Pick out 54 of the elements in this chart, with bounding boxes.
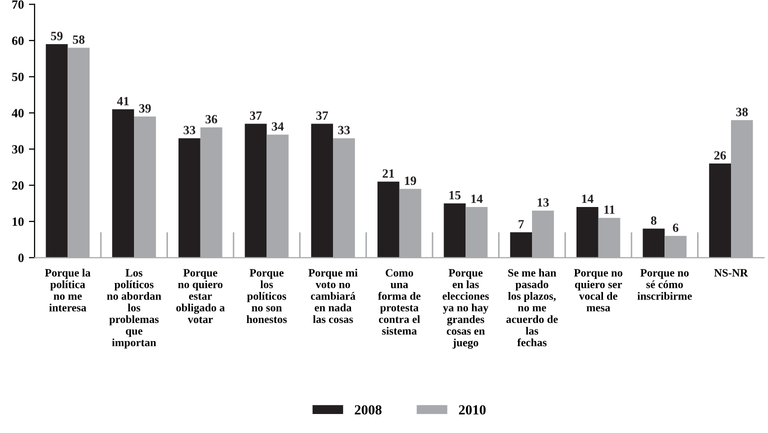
y-tick-label: 70 [12, 0, 24, 9]
data-label: 33 [184, 126, 196, 134]
x-tick-label: Porque no quiero estar obligado a votar [176, 269, 225, 324]
data-label: 14 [471, 194, 483, 203]
data-label: 39 [139, 104, 151, 113]
y-tick-label: 60 [12, 36, 24, 45]
x-tick-label: Porque los políticos no son honestos [246, 269, 287, 324]
bar [510, 232, 532, 258]
data-label: 21 [382, 169, 394, 178]
data-label: 37 [250, 111, 262, 120]
bar [709, 164, 731, 258]
data-label: 41 [117, 96, 129, 106]
data-label: 19 [405, 176, 416, 185]
data-label: 7 [518, 220, 524, 228]
y-tick-label: 50 [12, 72, 24, 82]
bar [642, 228, 665, 258]
x-tick-label: Los políticos no abordan los problemas que importan [107, 269, 162, 349]
y-tick-label: 20 [12, 181, 24, 190]
y-tick-label: 10 [12, 217, 24, 226]
bar [178, 138, 200, 258]
bar [377, 182, 400, 258]
x-tick-label: Porque en las elecciones ya no hay grandes cosas en juego [442, 269, 489, 349]
data-label: 26 [714, 151, 726, 160]
data-label: 33 [338, 126, 350, 134]
bar [46, 44, 68, 258]
data-label: 59 [51, 32, 63, 40]
data-label: 8 [651, 216, 656, 225]
data-label: 11 [604, 206, 615, 214]
y-tick-label: 0 [18, 254, 24, 262]
x-tick-label: Porque mi voto no cambiará en nada las cosas [308, 268, 358, 324]
bar [112, 109, 134, 258]
data-label: 13 [538, 198, 549, 207]
data-label: 58 [72, 35, 85, 44]
legend-label: 2008 [354, 405, 382, 415]
data-label: 34 [272, 122, 284, 131]
data-label: 6 [672, 224, 678, 232]
y-tick-label: 40 [12, 108, 24, 118]
x-tick-label: NS-NR [714, 269, 748, 277]
bar [244, 124, 267, 258]
y-tick-label: 30 [12, 145, 24, 154]
x-tick-label: Porque la política no me interesa [45, 268, 90, 312]
x-tick-label: Porque no sé cómo inscribirme [637, 269, 692, 300]
data-label: 15 [449, 191, 461, 200]
data-label: 38 [736, 108, 748, 116]
data-label: 37 [316, 111, 328, 120]
bar [576, 206, 598, 258]
bar [444, 203, 466, 258]
data-label: 14 [582, 194, 594, 203]
bar [311, 124, 334, 258]
legend-label: 2010 [458, 405, 486, 415]
x-tick-label: Se me han pasado los plazos, no me acuerdo de las fechas [506, 268, 558, 346]
x-tick-label: Como una forma de protesta contra el sistema [378, 269, 421, 335]
x-tick-label: Porque no quiero ser vocal de mesa [574, 269, 622, 312]
data-label: 36 [206, 115, 218, 124]
